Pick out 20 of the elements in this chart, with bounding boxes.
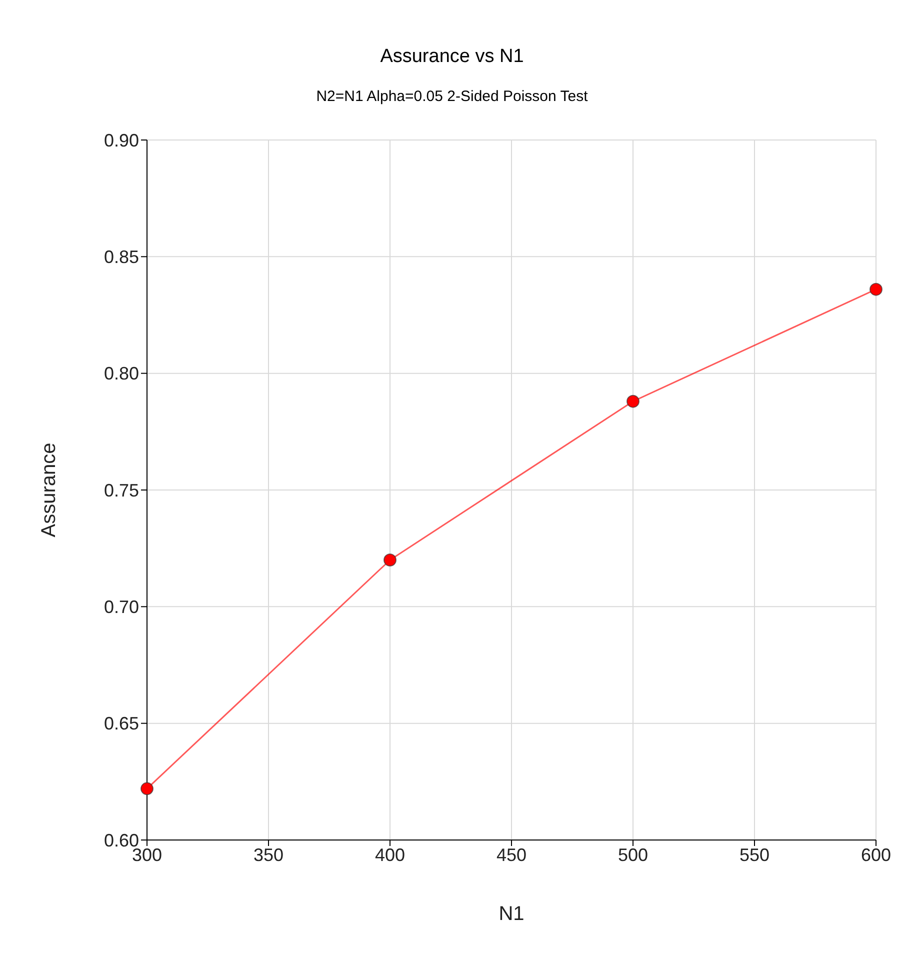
x-tick-label: 350 <box>253 844 284 865</box>
point <box>384 554 396 566</box>
x-tick-label: 400 <box>374 844 406 865</box>
chart-subtitle: N2=N1 Alpha=0.05 2-Sided Poisson Test <box>315 88 589 105</box>
y-tick-label: 0.65 <box>104 714 139 734</box>
point <box>626 394 640 408</box>
x-axis-title: N1 <box>498 903 524 925</box>
y-tick-label: 0.75 <box>104 480 139 500</box>
y-tick-label: 0.90 <box>104 130 139 150</box>
y-tick-label: 0.85 <box>104 247 139 268</box>
y-tick-label: 0.70 <box>104 597 139 618</box>
y-tick-label: 0.80 <box>104 364 139 384</box>
x-tick-label: 600 <box>860 844 892 865</box>
point <box>140 782 154 796</box>
chart-title: Assurance vs N1 <box>379 46 525 68</box>
point <box>870 282 882 296</box>
x-tick-label: 450 <box>496 844 527 865</box>
x-tick-label: 500 <box>618 844 648 865</box>
y-axis-title: Assurance <box>38 442 60 538</box>
x-tick-label: 550 <box>739 844 770 865</box>
